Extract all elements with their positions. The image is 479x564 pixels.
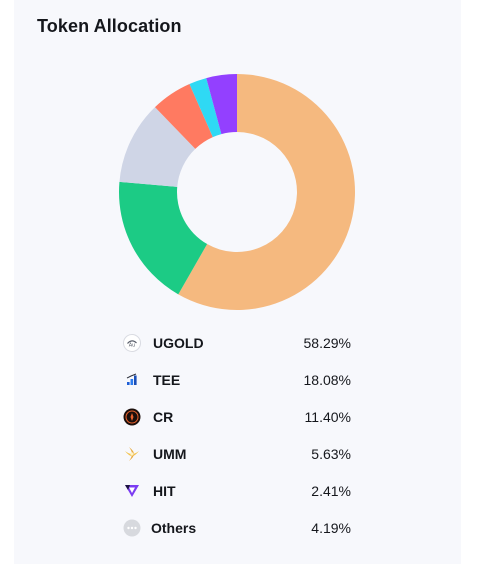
umm-token-icon [123,445,141,463]
cr-token-icon [123,408,141,426]
more-dots-icon [123,519,141,537]
hit-token-icon [123,482,141,500]
legend-percentage: 5.63% [311,446,351,462]
tee-token-icon [123,371,141,389]
legend-item-umm[interactable]: UMM 5.63% [121,437,351,474]
legend-label: HIT [153,483,176,499]
svg-text:Au: Au [129,343,136,349]
donut-slice-tee[interactable] [118,181,208,295]
donut-chart-svg [118,74,355,310]
legend-percentage: 58.29% [303,335,351,351]
donut-slice-ugold[interactable] [178,74,355,310]
legend-percentage: 4.19% [311,520,351,536]
chart-legend: Au UGOLD 58.29% TEE 18.08% [121,326,351,548]
legend-label: CR [153,409,174,425]
donut-slice-cr[interactable] [119,107,196,187]
legend-percentage: 11.40% [304,409,351,425]
donut-slice-umm[interactable] [154,84,213,149]
legend-item-tee[interactable]: TEE 18.08% [121,363,351,400]
legend-item-ugold[interactable]: Au UGOLD 58.29% [121,326,351,363]
donut-slice-hit[interactable] [189,78,222,138]
legend-label: Others [151,520,197,536]
legend-percentage: 18.08% [303,372,351,388]
token-allocation-card: Token Allocation Au UGOLD 58.29% [14,0,461,564]
donut-chart [117,72,357,312]
legend-label: UGOLD [153,335,204,351]
legend-item-cr[interactable]: CR 11.40% [121,400,351,437]
legend-label: TEE [153,372,181,388]
ugold-token-icon: Au [123,334,141,352]
legend-label: UMM [153,446,187,462]
card-title: Token Allocation [37,16,182,36]
legend-percentage: 2.41% [311,483,351,499]
donut-slice-others[interactable] [206,74,237,135]
legend-item-others[interactable]: Others 4.19% [121,511,351,548]
legend-item-hit[interactable]: HIT 2.41% [121,474,351,511]
